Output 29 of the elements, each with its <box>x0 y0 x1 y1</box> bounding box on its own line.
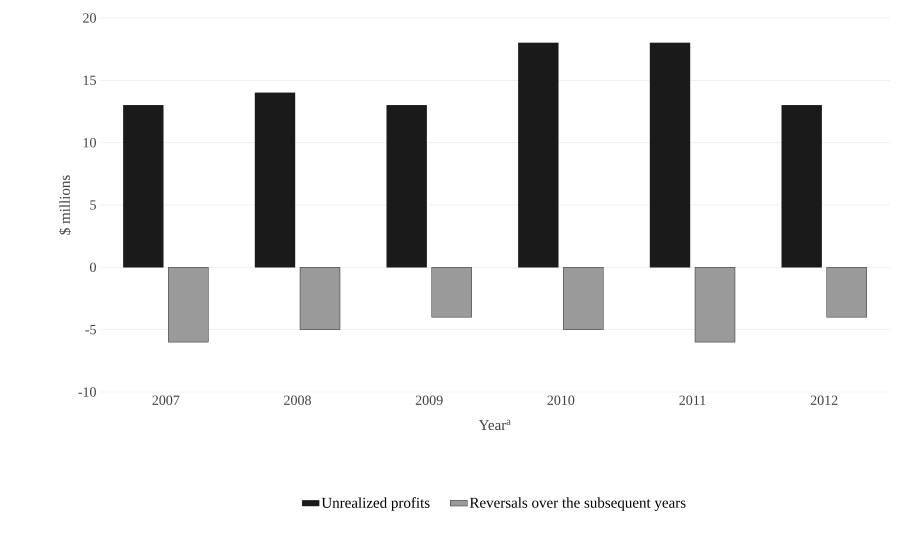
bar <box>518 42 559 268</box>
x-tick-label: 2012 <box>810 396 838 405</box>
x-tick-label: 2007 <box>152 396 180 405</box>
bar <box>300 267 340 330</box>
y-tick-label: -10 <box>78 387 96 397</box>
x-tick-label: 2008 <box>284 396 311 405</box>
bar <box>123 105 164 268</box>
bar <box>826 267 867 318</box>
y-tick-label: 20 <box>83 13 96 23</box>
x-tick-label: 2010 <box>547 396 574 405</box>
bar <box>650 42 690 268</box>
bar <box>781 105 822 268</box>
legend-label: Reversals over the subsequent years <box>470 497 686 511</box>
bar <box>431 267 472 318</box>
bar <box>254 92 296 268</box>
x-axis-title: Year$^{a}$ <box>478 420 511 430</box>
y-tick-label: 5 <box>90 200 96 210</box>
bar <box>168 267 209 342</box>
bar <box>386 105 427 268</box>
bar <box>694 267 736 342</box>
bar <box>563 267 604 330</box>
y-tick-label: 0 <box>90 262 96 272</box>
x-tick-label: 2011 <box>679 396 706 405</box>
y-tick-label: -5 <box>85 325 96 334</box>
y-axis-title: $ millions <box>58 175 71 235</box>
y-tick-label: 10 <box>84 138 96 148</box>
x-tick-label: 2009 <box>416 396 443 405</box>
legend-label: Unrealized profits <box>322 497 430 511</box>
y-tick-label: 15 <box>84 76 96 86</box>
